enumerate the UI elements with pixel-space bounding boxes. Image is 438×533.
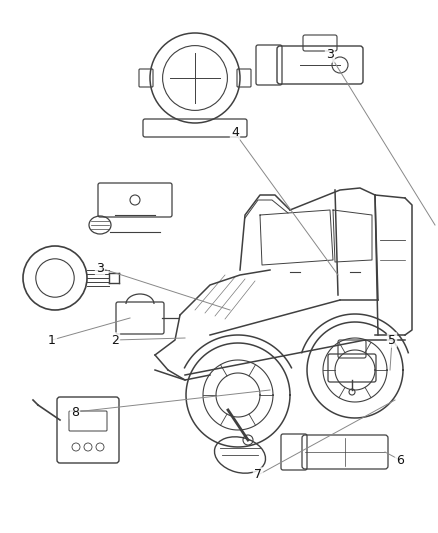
Text: 1: 1 [48, 334, 56, 346]
Text: 2: 2 [111, 334, 119, 346]
Text: 4: 4 [231, 126, 239, 140]
Text: 3: 3 [326, 49, 334, 61]
Text: 7: 7 [254, 469, 262, 481]
Text: 3: 3 [96, 262, 104, 274]
Text: 6: 6 [396, 454, 404, 466]
Text: 8: 8 [71, 406, 79, 418]
Text: 5: 5 [388, 334, 396, 346]
